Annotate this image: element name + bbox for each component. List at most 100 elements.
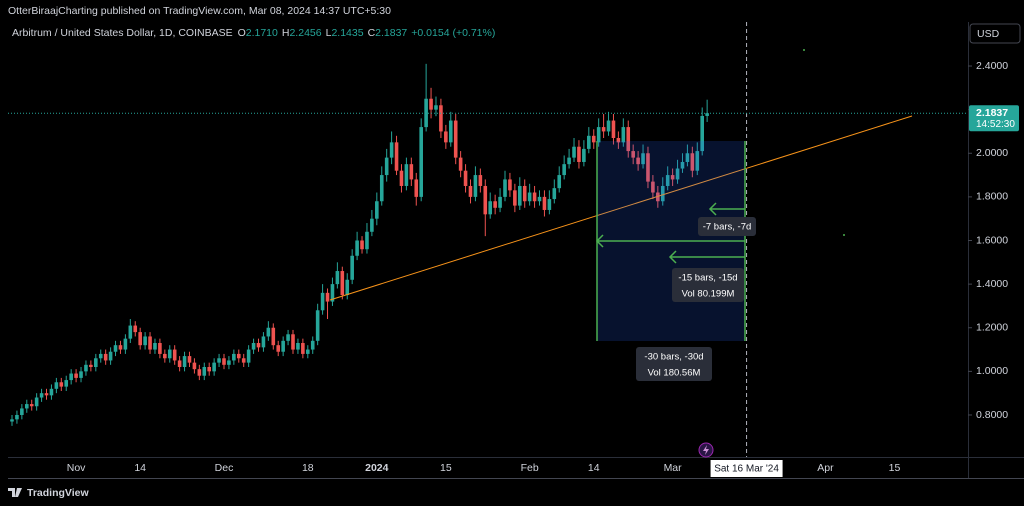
currency-box[interactable] [969, 23, 1021, 44]
candle-body [513, 190, 517, 206]
candle-body [232, 353, 236, 361]
candle-body [34, 397, 39, 407]
candle-body [616, 137, 621, 143]
candle-body [498, 196, 502, 208]
candle-body [370, 218, 374, 232]
candle-body [517, 185, 522, 206]
candle-body [695, 151, 700, 171]
candle-body [542, 196, 547, 210]
y-tick-label: 1.0000 [976, 365, 1008, 377]
candle-body [192, 362, 197, 370]
dot [803, 49, 805, 51]
candle-body [626, 127, 631, 152]
candle-body [108, 351, 113, 361]
candle-body [503, 179, 507, 197]
brand: TradingView [27, 487, 89, 499]
candle-body [606, 120, 611, 132]
candle-body [463, 170, 468, 186]
candle-body [488, 201, 493, 215]
candle-body [527, 192, 532, 202]
candle-body [44, 393, 49, 396]
x-tick-label: Dec [215, 462, 234, 474]
candle-body [458, 157, 463, 171]
candle-body [537, 196, 542, 202]
currency[interactable]: USD [977, 28, 1000, 40]
candle-body [79, 371, 83, 378]
candle-body [246, 349, 251, 363]
legend-value: 2.1435 [331, 27, 363, 39]
y-tick-label: 1.6000 [976, 234, 1008, 246]
candle-body [306, 349, 310, 354]
y-tick-label: 1.2000 [976, 322, 1008, 334]
candle-body [680, 161, 685, 169]
candle-body [399, 170, 404, 186]
candle-body [414, 179, 419, 197]
candle-body [256, 343, 261, 348]
y-tick-label: 1.8000 [976, 191, 1008, 203]
candle-body [345, 279, 350, 296]
legend-change: +0.0154 (+0.71%) [411, 27, 495, 39]
measure-volume: Vol 180.56M [648, 368, 701, 379]
candle-body [128, 325, 133, 339]
measure-label-box [672, 268, 744, 302]
legend-key: L [326, 27, 332, 39]
candle-body [483, 185, 488, 215]
candle-body [94, 358, 98, 367]
crosshair-label-box [710, 460, 783, 477]
candle-body [177, 360, 182, 367]
x-tick-label: Nov [67, 462, 86, 474]
candle-body [547, 199, 552, 210]
candle-body [54, 382, 59, 389]
candle-body [217, 358, 221, 363]
candle-body [167, 349, 172, 359]
candle-body [291, 334, 295, 350]
measure-volume: Vol 80.199M [682, 289, 735, 300]
candle-body [355, 240, 359, 256]
candle-body [39, 393, 44, 398]
x-tick-label: 15 [889, 462, 901, 474]
candle-body [453, 120, 458, 158]
candle-body [261, 336, 266, 348]
candle-body [478, 175, 483, 186]
y-tick-label: 1.4000 [976, 278, 1008, 290]
candle-body [281, 340, 285, 352]
candle-body [572, 146, 576, 158]
candle-body [182, 356, 187, 367]
candle-body [84, 364, 88, 372]
candle-body [409, 164, 414, 180]
candle-body [103, 353, 108, 361]
measure-label-box [698, 217, 756, 236]
candle-body [690, 153, 695, 171]
x-tick-label: 14 [588, 462, 600, 474]
x-tick-label: Feb [521, 462, 539, 474]
candle-body [207, 366, 211, 372]
candle-body [646, 153, 650, 182]
candle-body [557, 175, 562, 189]
candle-body [113, 345, 118, 352]
y-tick-label: 0.8000 [976, 409, 1008, 421]
legend-value: 2.1837 [375, 27, 407, 39]
candle-body [636, 157, 640, 165]
candle-body [59, 382, 64, 387]
measure-label-box [636, 347, 712, 381]
measure-label: -30 bars, -30d [644, 352, 703, 363]
candle-body [296, 343, 300, 350]
y-tick-label: 2.4000 [976, 60, 1008, 72]
candle-body [444, 131, 448, 143]
legend-value: 2.2456 [289, 27, 321, 39]
candle-body [10, 419, 14, 422]
legend-key: O [238, 27, 246, 39]
candle-body [271, 327, 276, 346]
legend-value: 2.1710 [246, 27, 278, 39]
candle-body [651, 181, 655, 193]
candle-body [424, 98, 428, 128]
x-tick-label: 18 [302, 462, 314, 474]
publisher-line: OtterBiraajCharting published on Trading… [8, 5, 391, 17]
candle-body [552, 188, 557, 200]
candle-body [69, 373, 73, 381]
candle-body [384, 157, 389, 176]
candle-body [315, 310, 320, 341]
candle-body [468, 185, 473, 197]
candle-body [419, 127, 423, 197]
